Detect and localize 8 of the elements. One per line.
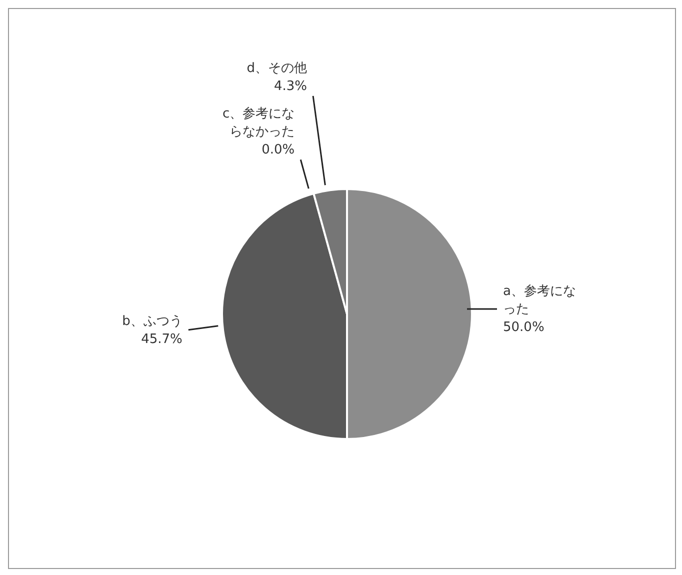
category-label: c、参考にならなかった bbox=[222, 106, 295, 140]
text: 0.0% bbox=[262, 142, 295, 158]
slice-label: b、ふつう bbox=[122, 314, 182, 329]
data-label: 45.7% bbox=[141, 332, 182, 347]
data-label: 50.0% bbox=[503, 320, 544, 335]
data-label: 4.3% bbox=[274, 78, 308, 94]
slice-label: a、参考になった bbox=[503, 284, 576, 317]
slice-label: d、その他 bbox=[246, 60, 308, 76]
